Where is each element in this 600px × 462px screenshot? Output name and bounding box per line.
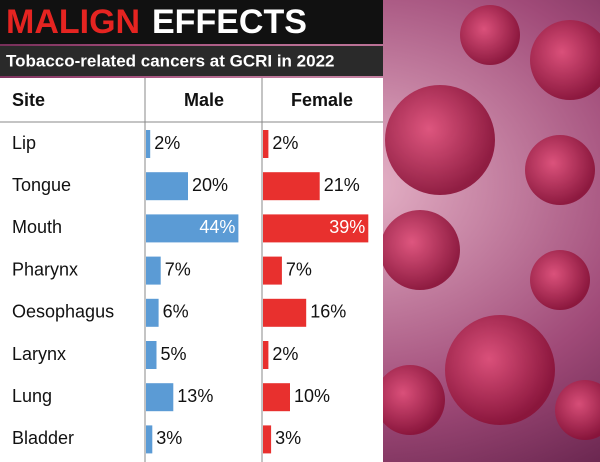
bar — [263, 214, 369, 243]
value-label: 7% — [165, 259, 191, 279]
value-label: 13% — [177, 386, 213, 406]
table — [0, 78, 383, 462]
value-label: 16% — [310, 302, 346, 322]
title-highlight: MALIGN — [6, 3, 140, 41]
row-label: Lip — [12, 133, 36, 153]
bar — [146, 383, 174, 412]
bar — [146, 298, 159, 327]
bar — [146, 425, 153, 454]
row-label: Pharynx — [12, 259, 78, 279]
value-label: 44% — [199, 217, 235, 237]
subtitle-bar — [0, 46, 383, 76]
bar — [263, 130, 269, 158]
column-header: Site — [12, 90, 45, 110]
title-bar — [0, 0, 383, 44]
title: EFFECTS — [152, 3, 307, 41]
bar — [263, 256, 282, 285]
value-label: 20% — [192, 175, 228, 195]
bar — [146, 256, 161, 285]
bar — [146, 130, 151, 158]
value-label: 21% — [324, 175, 360, 195]
value-label: 2% — [154, 133, 180, 153]
bar — [146, 341, 157, 369]
row-label: Larynx — [12, 344, 66, 364]
bar — [263, 341, 269, 369]
bar — [263, 172, 320, 201]
bar — [146, 214, 239, 243]
row-label: Mouth — [12, 217, 62, 237]
value-label: 3% — [275, 428, 301, 448]
row-label: Bladder — [12, 428, 74, 448]
value-label: 39% — [329, 217, 365, 237]
value-label: 6% — [163, 302, 189, 322]
bar — [263, 298, 307, 327]
value-label: 2% — [272, 133, 298, 153]
bar — [146, 172, 188, 201]
bar — [263, 425, 272, 454]
value-label: 7% — [286, 259, 312, 279]
value-label: 3% — [156, 428, 182, 448]
subtitle: Tobacco-related cancers at GCRI in 2022 — [6, 51, 334, 70]
value-label: 2% — [272, 344, 298, 364]
column-header: Male — [184, 90, 224, 110]
row-label: Lung — [12, 386, 52, 406]
value-label: 10% — [294, 386, 330, 406]
value-label: 5% — [161, 344, 187, 364]
row-label: Tongue — [12, 175, 71, 195]
bar — [263, 383, 290, 412]
column-header: Female — [291, 90, 353, 110]
row-label: Oesophagus — [12, 302, 114, 322]
blood-cells — [375, 5, 600, 440]
